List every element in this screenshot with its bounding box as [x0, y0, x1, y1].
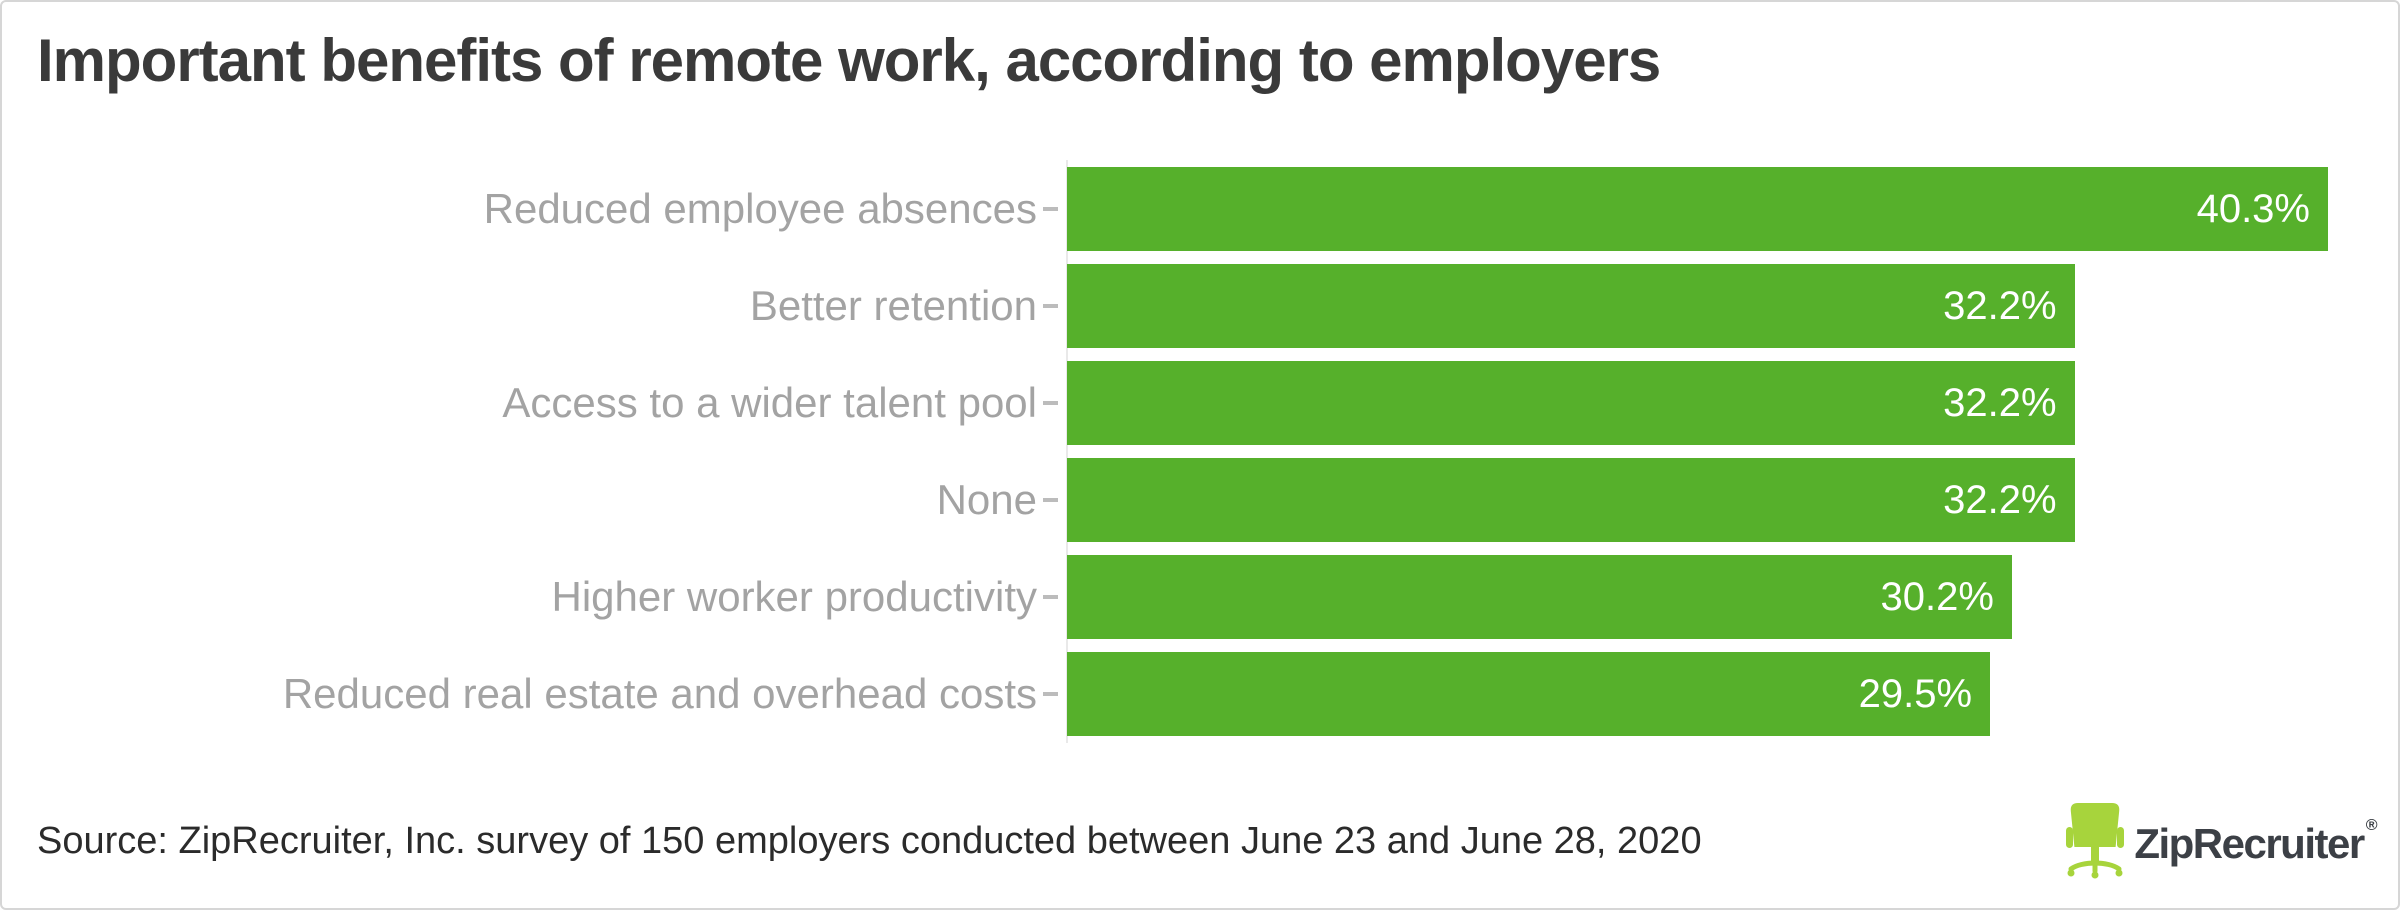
bar-chart: Reduced employee absences 40.3% Better r…: [2, 160, 2328, 743]
bar-value-label: 30.2%: [1880, 574, 1994, 619]
bar-category-label: Access to a wider talent pool: [502, 379, 1037, 426]
bar-track: 32.2%: [1067, 458, 2328, 542]
bar-value-label: 32.2%: [1943, 283, 2057, 328]
bar-category-label: Higher worker productivity: [551, 573, 1037, 620]
office-chair-icon: [2066, 803, 2125, 879]
bar-category-label: Better retention: [749, 282, 1037, 329]
axis-tick: [1043, 304, 1058, 308]
axis-tick: [1043, 207, 1058, 211]
bar-row: Better retention 32.2%: [2, 264, 2328, 348]
bar-rows: Reduced employee absences 40.3% Better r…: [2, 167, 2328, 736]
axis-tick: [1043, 692, 1058, 696]
bar-value-label: 32.2%: [1943, 380, 2057, 425]
bar-value-label: 40.3%: [2196, 186, 2310, 231]
bar: 30.2%: [1067, 555, 2012, 639]
tick-zone: [1043, 401, 1067, 405]
source-text: Source: ZipRecruiter, Inc. survey of 150…: [37, 820, 1702, 862]
bar-row: Reduced real estate and overhead costs 2…: [2, 652, 2328, 736]
registered-trademark: ®: [2365, 816, 2378, 834]
y-axis-line: [1066, 160, 1068, 743]
bar-category-label: Reduced employee absences: [483, 185, 1037, 232]
ziprecruiter-wordmark: ZipRecruiter ®: [2134, 816, 2378, 868]
bar-category-label: None: [936, 476, 1037, 523]
bar: 29.5%: [1067, 652, 1991, 736]
bar: 32.2%: [1067, 458, 2075, 542]
bar-track: 32.2%: [1067, 361, 2328, 445]
tick-zone: [1043, 207, 1067, 211]
bar-track: 30.2%: [1067, 555, 2328, 639]
tick-zone: [1043, 498, 1067, 502]
bar-value-label: 32.2%: [1943, 477, 2057, 522]
tick-zone: [1043, 595, 1067, 599]
chart-title: Important benefits of remote work, accor…: [37, 27, 1661, 94]
bar: 40.3%: [1067, 167, 2328, 251]
axis-tick: [1043, 595, 1058, 599]
bar-row: Access to a wider talent pool 32.2%: [2, 361, 2328, 445]
bar: 32.2%: [1067, 264, 2075, 348]
tick-zone: [1043, 692, 1067, 696]
axis-tick: [1043, 401, 1058, 405]
bar: 32.2%: [1067, 361, 2075, 445]
bar-category-label: Reduced real estate and overhead costs: [282, 670, 1037, 717]
bar-track: 32.2%: [1067, 264, 2328, 348]
bar-value-label: 29.5%: [1858, 671, 1973, 716]
bar-row: None 32.2%: [2, 458, 2328, 542]
bar-row: Reduced employee absences 40.3%: [2, 167, 2328, 251]
wordmark-text: ZipRecruiter: [2134, 819, 2365, 867]
tick-zone: [1043, 304, 1067, 308]
axis-tick: [1043, 498, 1058, 502]
bar-track: 29.5%: [1067, 652, 2328, 736]
bar-track: 40.3%: [1067, 167, 2328, 251]
ziprecruiter-logo: ZipRecruiter ®: [2066, 800, 2378, 884]
bar-row: Higher worker productivity 30.2%: [2, 555, 2328, 639]
